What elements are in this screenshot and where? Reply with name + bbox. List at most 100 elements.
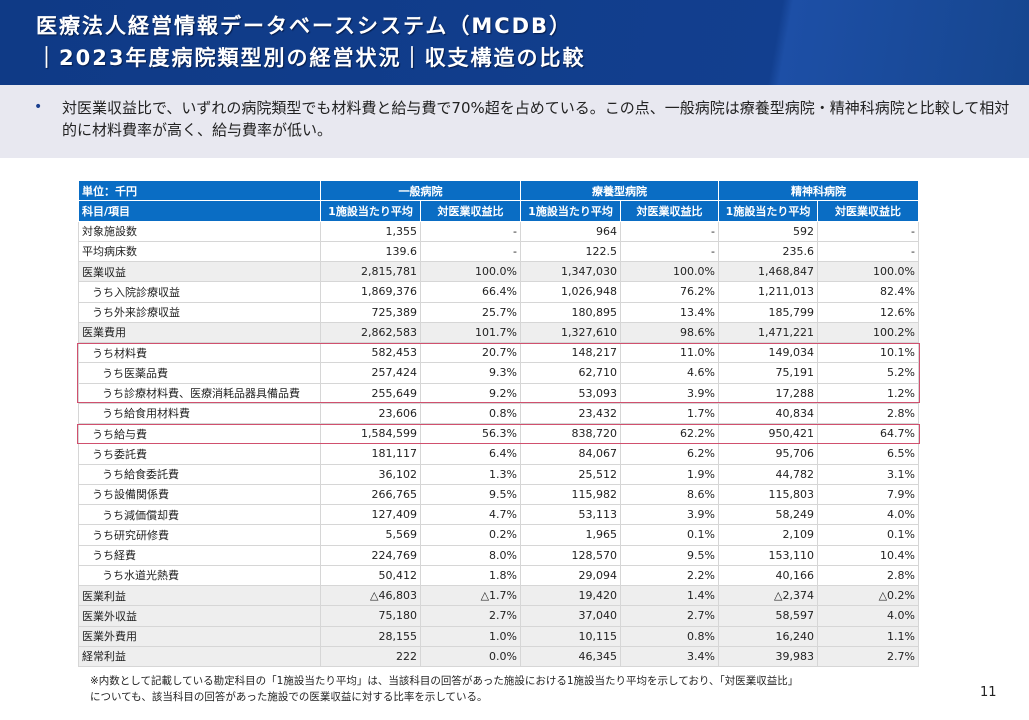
ratio-cell: 100.0% (620, 260, 719, 283)
ratio-cell: 101.7% (420, 321, 521, 344)
row-label: うち給与費 (78, 422, 321, 445)
ratio-cell: 1.1% (817, 625, 919, 647)
average-cell: 40,166 (718, 564, 818, 587)
column-header: 1施設当たり平均 (520, 200, 621, 222)
average-cell: 75,191 (718, 362, 818, 384)
row-label: うち研究研修費 (78, 524, 321, 546)
ratio-cell: 2.2% (620, 564, 719, 587)
row-label: 医業費用 (78, 321, 321, 344)
ratio-cell: 1.0% (420, 625, 521, 647)
table-row: うち給食用材料費 23,606 0.8% 23,432 1.7% 40,834 2.8% (78, 402, 919, 425)
table-row: うち水道光熱費 50,412 1.8% 29,094 2.2% 40,166 2.8% (78, 564, 919, 587)
ratio-cell: △1.7% (420, 584, 521, 607)
ratio-cell: △0.2% (817, 584, 919, 607)
ratio-cell: 1.9% (620, 463, 719, 485)
row-label: 医業収益 (78, 260, 321, 283)
average-cell: 44,782 (718, 463, 818, 485)
row-label: うち材料費 (78, 341, 321, 364)
table-row: うち医薬品費 257,424 9.3% 62,710 4.6% 75,191 5.2% (78, 362, 919, 384)
ratio-cell: 5.2% (817, 362, 919, 384)
ratio-cell: 3.4% (620, 645, 719, 668)
table-row: 平均病床数 139.6-122.5-235.6- (78, 240, 919, 263)
ratio-cell: 100.2% (817, 321, 919, 344)
ratio-cell: 4.0% (817, 605, 919, 627)
ratio-cell: 20.7% (420, 341, 521, 364)
table-row: うち研究研修費 5,569 0.2% 1,965 0.1% 2,109 0.1% (78, 524, 919, 546)
average-cell: 23,606 (320, 402, 421, 425)
average-cell: 257,424 (320, 362, 421, 384)
average-cell: 1,965 (520, 524, 621, 546)
ratio-cell: 0.8% (620, 625, 719, 647)
ratio-cell: 64.7% (817, 422, 919, 445)
row-label: うち給食委託費 (78, 463, 321, 485)
average-cell: 75,180 (320, 605, 421, 627)
ratio-cell: 3.1% (817, 463, 919, 485)
ratio-cell: 10.4% (817, 544, 919, 566)
average-cell: 2,109 (718, 524, 818, 546)
ratio-cell: 1.2% (817, 382, 919, 404)
table-row: 医業利益 △46,803 △1.7% 19,420 1.4% △2,374 △0.2% (78, 584, 919, 607)
average-cell: 185,799 (718, 301, 818, 323)
row-label: 経常利益 (78, 645, 321, 668)
group-header: 療養型病院 (520, 179, 719, 202)
slide-title-line2: ｜2023年度病院類型別の経営状況｜収支構造の比較 (36, 46, 586, 70)
average-cell: 127,409 (320, 503, 421, 526)
ratio-cell: 9.2% (420, 382, 521, 404)
slide-title-line1: 医療法人経営情報データベースシステム（MCDB） (36, 14, 573, 38)
ratio-cell: - (620, 240, 719, 263)
ratio-cell: 98.6% (620, 321, 719, 344)
column-header: 対医業収益比 (817, 200, 919, 222)
average-cell: 838,720 (520, 422, 621, 445)
ratio-cell: 12.6% (817, 301, 919, 323)
average-cell: 95,706 (718, 443, 818, 465)
average-cell: 53,093 (520, 382, 621, 404)
average-cell: 37,040 (520, 605, 621, 627)
row-label: うち外来診療収益 (78, 301, 321, 323)
ratio-cell: - (620, 220, 719, 242)
average-cell: 148,217 (520, 341, 621, 364)
average-cell: 115,803 (718, 483, 818, 506)
table-row: 医業外費用 28,155 1.0% 10,115 0.8% 16,240 1.1% (78, 625, 919, 647)
ratio-cell: 9.3% (420, 362, 521, 384)
ratio-cell: - (420, 220, 521, 242)
average-cell: 139.6 (320, 240, 421, 263)
average-cell: 964 (520, 220, 621, 242)
row-label: うち委託費 (78, 443, 321, 465)
ratio-cell: 100.0% (817, 260, 919, 283)
ratio-cell: - (817, 220, 919, 242)
average-cell: 255,649 (320, 382, 421, 404)
table-row: うち減価償却費 127,409 4.7% 53,113 3.9% 58,249 4.0% (78, 503, 919, 526)
average-cell: 5,569 (320, 524, 421, 546)
average-cell: 29,094 (520, 564, 621, 587)
ratio-cell: 7.9% (817, 483, 919, 506)
row-label: うち診療材料費、医療消耗品器具備品費 (78, 382, 321, 404)
average-cell: 180,895 (520, 301, 621, 323)
ratio-cell: 3.9% (620, 382, 719, 404)
table-row: 医業費用 2,862,583 101.7% 1,327,610 98.6% 1,471,2… (78, 321, 919, 344)
average-cell: 950,421 (718, 422, 818, 445)
row-label: うち医薬品費 (78, 362, 321, 384)
average-cell: 53,113 (520, 503, 621, 526)
ratio-cell: 8.0% (420, 544, 521, 566)
average-cell: 62,710 (520, 362, 621, 384)
average-cell: 115,982 (520, 483, 621, 506)
average-cell: 1,347,030 (520, 260, 621, 283)
slide-header: 医療法人経営情報データベースシステム（MCDB） ｜2023年度病院類型別の経営… (0, 0, 1029, 85)
row-label: 対象施設数 (78, 220, 321, 242)
table-row: うち診療材料費、医療消耗品器具備品費 255,649 9.2% 53,093 3.9% 1… (78, 382, 919, 404)
table-row: 医業収益 2,815,781 100.0% 1,347,030 100.0% 1,468,… (78, 260, 919, 283)
row-label: 平均病床数 (78, 240, 321, 263)
ratio-cell: 8.6% (620, 483, 719, 506)
row-label: うち入院診療収益 (78, 281, 321, 303)
average-cell: 17,288 (718, 382, 818, 404)
table-row: うち委託費 181,117 6.4% 84,067 6.2% 95,706 6.5% (78, 443, 919, 465)
column-header: 対医業収益比 (420, 200, 521, 222)
ratio-cell: 0.1% (620, 524, 719, 546)
ratio-cell: 11.0% (620, 341, 719, 364)
ratio-cell: 0.2% (420, 524, 521, 546)
ratio-cell: - (817, 240, 919, 263)
row-label: 医業外費用 (78, 625, 321, 647)
ratio-cell: 100.0% (420, 260, 521, 283)
bullet-icon: • (34, 99, 43, 115)
income-structure-table: 単位：千円 一般病院 療養型病院 精神科病院 科目/項目 1施設当たり平均 対医… (78, 179, 919, 668)
